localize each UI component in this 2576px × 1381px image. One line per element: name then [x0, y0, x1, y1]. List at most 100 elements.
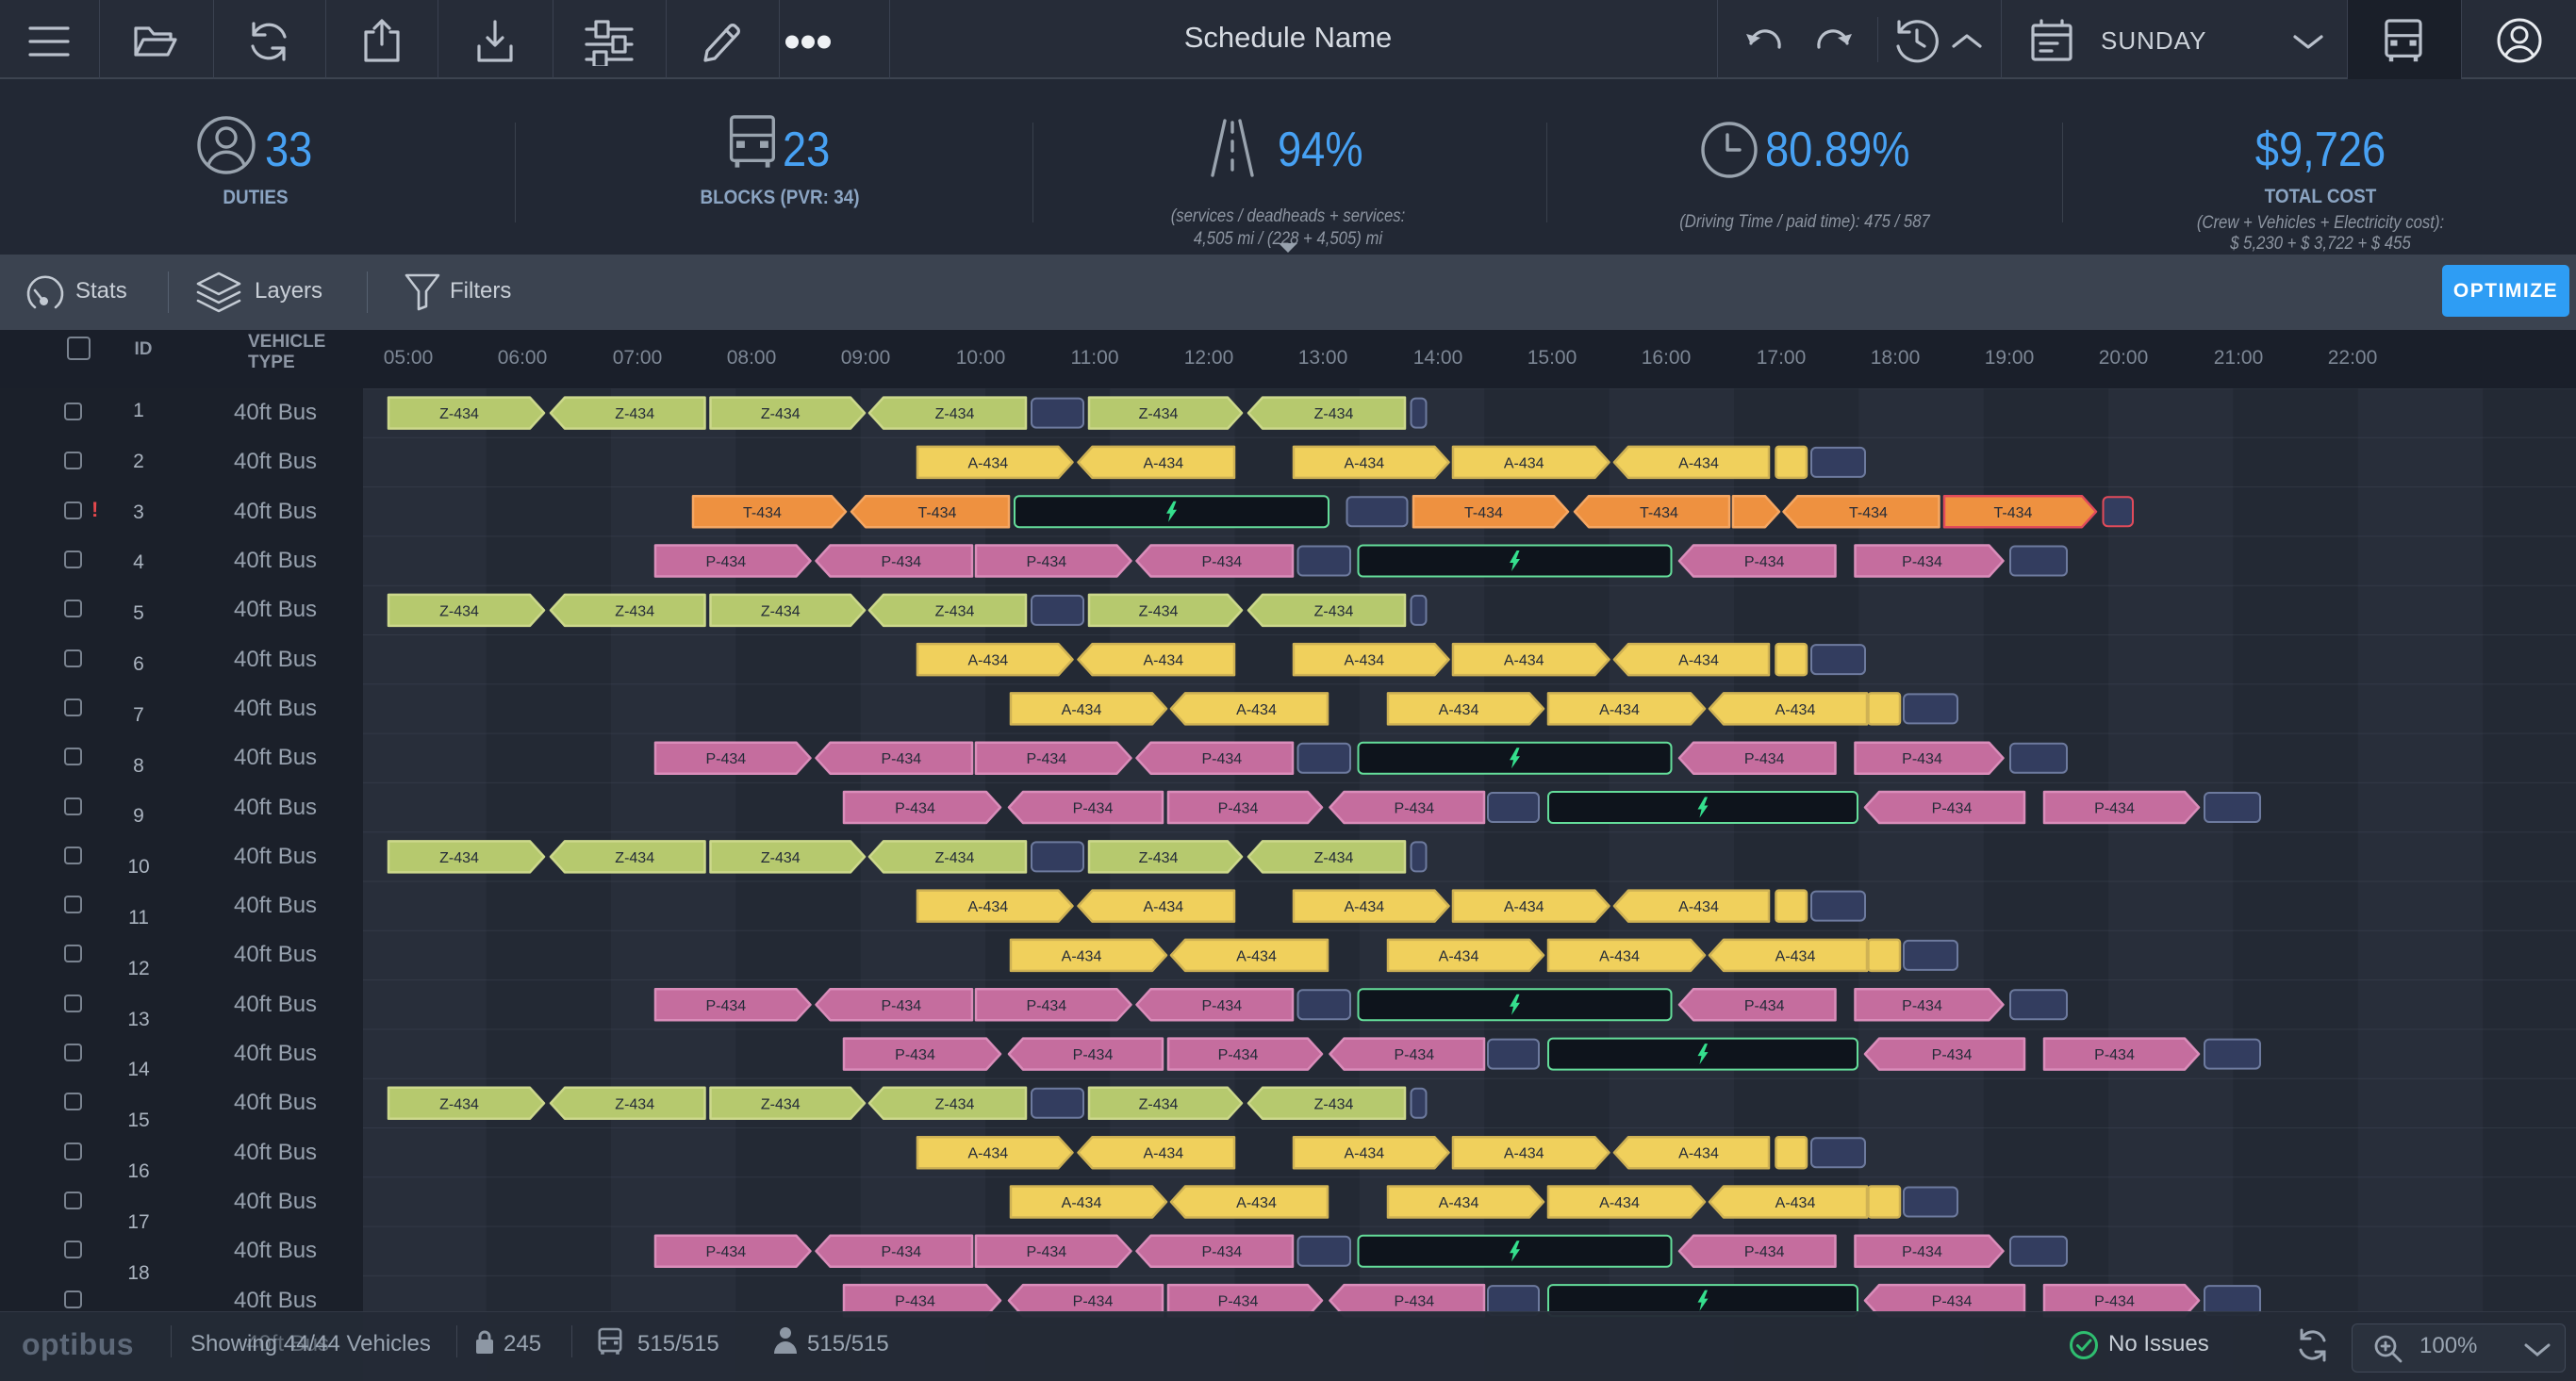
svg-text:A-434: A-434: [1344, 1146, 1384, 1162]
svg-text:A-434: A-434: [1599, 948, 1640, 964]
svg-text:A-434: A-434: [1143, 899, 1183, 915]
svg-text:P-434: P-434: [2094, 1047, 2135, 1063]
svg-text:Z-434: Z-434: [1139, 603, 1179, 619]
svg-text:P-434: P-434: [1902, 998, 1942, 1014]
svg-text:A-434: A-434: [1599, 1195, 1640, 1211]
svg-text:P-434: P-434: [895, 1047, 935, 1063]
svg-text:A-434: A-434: [1439, 1195, 1479, 1211]
svg-text:P-434: P-434: [1201, 751, 1242, 767]
svg-text:T-434: T-434: [1464, 505, 1503, 521]
svg-text:P-434: P-434: [1026, 1244, 1066, 1260]
svg-text:P-434: P-434: [1394, 1047, 1434, 1063]
svg-text:A-434: A-434: [967, 653, 1008, 669]
svg-text:Z-434: Z-434: [1314, 1096, 1354, 1112]
svg-text:Z-434: Z-434: [439, 1096, 479, 1112]
svg-text:A-434: A-434: [1143, 653, 1183, 669]
svg-text:A-434: A-434: [1062, 1195, 1102, 1211]
svg-text:A-434: A-434: [1504, 653, 1544, 669]
svg-text:Z-434: Z-434: [615, 1096, 654, 1112]
svg-text:P-434: P-434: [705, 554, 746, 570]
svg-text:Z-434: Z-434: [1139, 1096, 1179, 1112]
svg-text:P-434: P-434: [2094, 801, 2135, 817]
svg-text:A-434: A-434: [1775, 948, 1816, 964]
svg-text:A-434: A-434: [1439, 702, 1479, 718]
svg-text:A-434: A-434: [967, 1146, 1008, 1162]
svg-text:Z-434: Z-434: [439, 406, 479, 422]
svg-text:P-434: P-434: [1932, 801, 1973, 817]
svg-text:P-434: P-434: [705, 998, 746, 1014]
svg-text:A-434: A-434: [1062, 702, 1102, 718]
svg-text:Z-434: Z-434: [615, 406, 654, 422]
svg-text:A-434: A-434: [1678, 455, 1719, 471]
svg-text:Z-434: Z-434: [761, 406, 801, 422]
svg-text:P-434: P-434: [705, 1244, 746, 1260]
svg-text:Z-434: Z-434: [935, 1096, 975, 1112]
svg-text:P-434: P-434: [1394, 801, 1434, 817]
svg-text:A-434: A-434: [1504, 455, 1544, 471]
svg-text:A-434: A-434: [1143, 455, 1183, 471]
svg-text:Z-434: Z-434: [761, 850, 801, 866]
svg-text:T-434: T-434: [1640, 505, 1678, 521]
svg-text:A-434: A-434: [1236, 1195, 1277, 1211]
svg-text:A-434: A-434: [1344, 899, 1384, 915]
svg-text:P-434: P-434: [1073, 801, 1114, 817]
svg-text:A-434: A-434: [1504, 1146, 1544, 1162]
svg-text:P-434: P-434: [1026, 998, 1066, 1014]
svg-text:A-434: A-434: [1439, 948, 1479, 964]
svg-text:A-434: A-434: [1062, 948, 1102, 964]
svg-text:P-434: P-434: [2094, 1294, 2135, 1310]
svg-text:P-434: P-434: [1394, 1294, 1434, 1310]
svg-text:P-434: P-434: [1073, 1047, 1114, 1063]
svg-text:A-434: A-434: [1678, 653, 1719, 669]
svg-text:Z-434: Z-434: [761, 603, 801, 619]
svg-text:A-434: A-434: [1236, 702, 1277, 718]
svg-text:Z-434: Z-434: [615, 603, 654, 619]
svg-text:A-434: A-434: [967, 899, 1008, 915]
svg-text:P-434: P-434: [1201, 554, 1242, 570]
svg-text:Z-434: Z-434: [1139, 850, 1179, 866]
svg-text:P-434: P-434: [1744, 554, 1785, 570]
svg-text:Z-434: Z-434: [761, 1096, 801, 1112]
svg-text:Z-434: Z-434: [935, 603, 975, 619]
svg-text:P-434: P-434: [1744, 751, 1785, 767]
svg-text:P-434: P-434: [1902, 751, 1942, 767]
svg-text:A-434: A-434: [1599, 702, 1640, 718]
svg-text:Z-434: Z-434: [1314, 850, 1354, 866]
svg-text:P-434: P-434: [1026, 554, 1066, 570]
svg-text:T-434: T-434: [1994, 505, 2033, 521]
svg-text:A-434: A-434: [967, 455, 1008, 471]
svg-text:T-434: T-434: [743, 505, 782, 521]
svg-text:P-434: P-434: [1744, 1244, 1785, 1260]
svg-text:A-434: A-434: [1344, 653, 1384, 669]
svg-text:P-434: P-434: [1218, 801, 1259, 817]
svg-text:P-434: P-434: [895, 801, 935, 817]
svg-text:A-434: A-434: [1504, 899, 1544, 915]
svg-text:P-434: P-434: [705, 751, 746, 767]
svg-text:Z-434: Z-434: [1314, 406, 1354, 422]
svg-text:A-434: A-434: [1678, 1146, 1719, 1162]
svg-text:A-434: A-434: [1143, 1146, 1183, 1162]
svg-text:P-434: P-434: [1218, 1047, 1259, 1063]
svg-text:P-434: P-434: [881, 554, 921, 570]
svg-text:Z-434: Z-434: [935, 406, 975, 422]
svg-text:P-434: P-434: [895, 1294, 935, 1310]
svg-text:P-434: P-434: [1218, 1294, 1259, 1310]
svg-text:P-434: P-434: [1902, 1244, 1942, 1260]
svg-text:P-434: P-434: [1201, 1244, 1242, 1260]
svg-text:T-434: T-434: [918, 505, 957, 521]
svg-text:Z-434: Z-434: [615, 850, 654, 866]
svg-text:Z-434: Z-434: [1314, 603, 1354, 619]
svg-text:Z-434: Z-434: [1139, 406, 1179, 422]
svg-text:P-434: P-434: [881, 998, 921, 1014]
svg-text:A-434: A-434: [1236, 948, 1277, 964]
svg-text:A-434: A-434: [1775, 1195, 1816, 1211]
svg-text:P-434: P-434: [1073, 1294, 1114, 1310]
svg-text:T-434: T-434: [1849, 505, 1888, 521]
svg-text:P-434: P-434: [1744, 998, 1785, 1014]
svg-text:A-434: A-434: [1775, 702, 1816, 718]
svg-text:P-434: P-434: [881, 751, 921, 767]
svg-text:P-434: P-434: [1902, 554, 1942, 570]
svg-text:P-434: P-434: [1932, 1047, 1973, 1063]
svg-text:Z-434: Z-434: [439, 850, 479, 866]
svg-text:A-434: A-434: [1344, 455, 1384, 471]
